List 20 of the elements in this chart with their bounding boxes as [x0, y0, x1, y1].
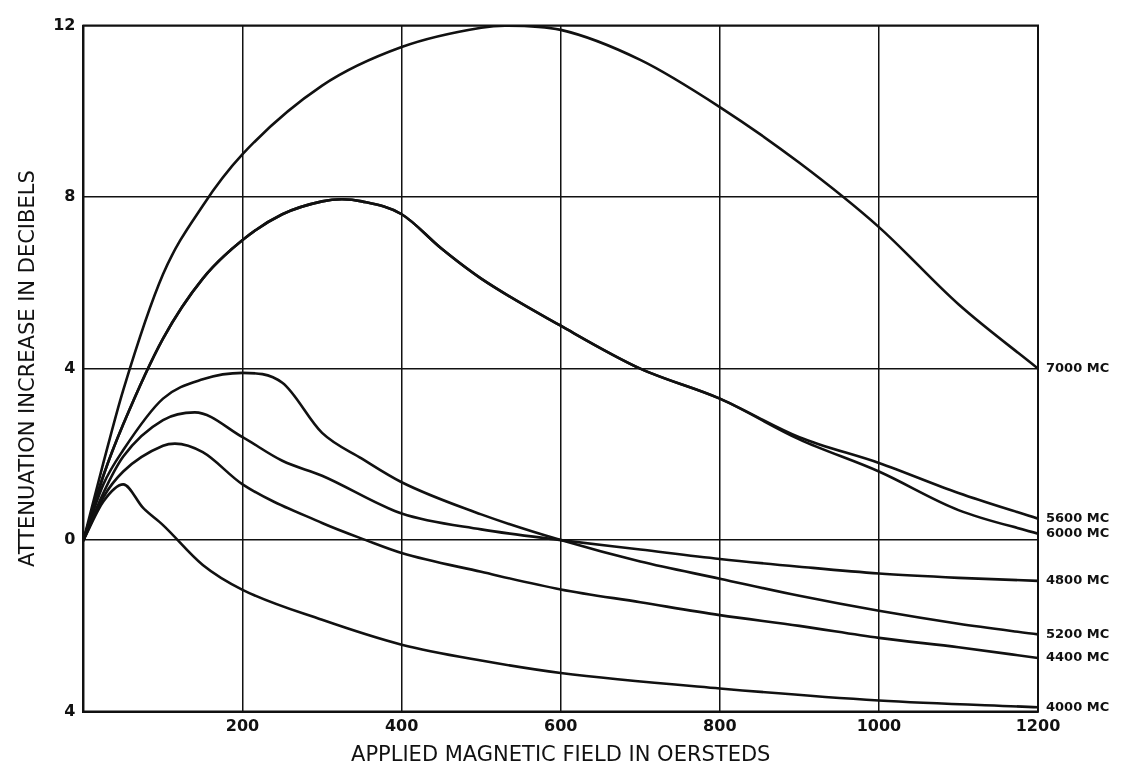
y-tick-label: 12 — [53, 14, 76, 34]
x-tick-label: 1000 — [856, 716, 902, 736]
series-label: 4400 MC — [1046, 649, 1110, 665]
series-label: 4800 MC — [1046, 572, 1110, 588]
y-tick-label: 4 — [64, 700, 76, 720]
series-label: 6000 MC — [1046, 525, 1110, 541]
series-label: 5200 MC — [1046, 625, 1110, 641]
x-tick-label: 400 — [384, 716, 419, 736]
y-tick-label: 0 — [64, 529, 76, 549]
y-tick-label: 8 — [64, 186, 76, 206]
series-label: 7000 MC — [1046, 359, 1110, 375]
series-label: 4000 MC — [1046, 698, 1110, 714]
y-axis-title: ATTENUATION INCREASE IN DECIBELS — [15, 170, 40, 567]
x-tick-label: 800 — [703, 716, 737, 736]
series-label: 5600 MC — [1046, 510, 1110, 526]
y-tick-label: 4 — [64, 357, 76, 377]
x-tick-label: 600 — [544, 716, 578, 736]
x-tick-label: 200 — [225, 716, 260, 736]
x-axis-title: APPLIED MAGNETIC FIELD IN OERSTEDS — [351, 741, 771, 766]
x-tick-label: 1200 — [1015, 716, 1061, 736]
